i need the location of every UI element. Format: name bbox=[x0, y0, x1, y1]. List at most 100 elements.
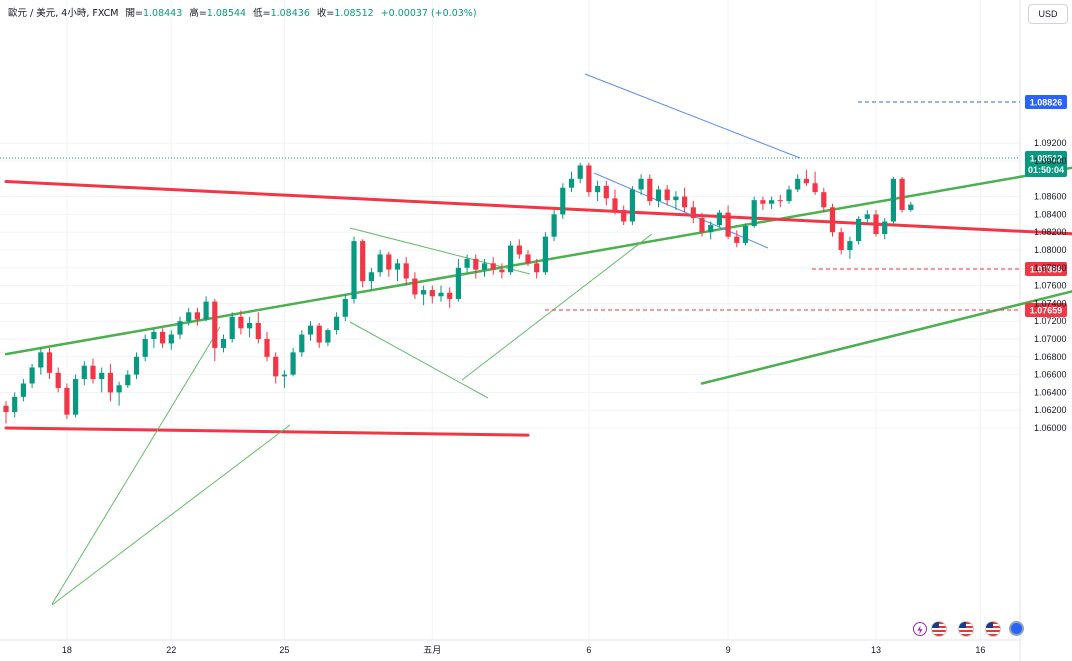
symbol-header: 歐元 / 美元, 4小時, FXCM 開=1.08443 高=1.08544 低… bbox=[8, 5, 477, 19]
candle-body bbox=[621, 209, 627, 222]
candle-body bbox=[568, 178, 575, 188]
x-tick-label: 6 bbox=[586, 645, 591, 655]
candle-body bbox=[742, 225, 749, 243]
price-axis[interactable]: 1.09200 1.09000 1.08600 1.08400 1.08200 1.080… bbox=[1034, 138, 1067, 433]
candle-body bbox=[777, 200, 783, 202]
candle-body bbox=[525, 254, 531, 264]
candle-body bbox=[107, 372, 113, 393]
open-label: 開= bbox=[125, 8, 143, 19]
candle-body bbox=[647, 178, 653, 202]
y-tick-label: 1.07200 bbox=[1034, 316, 1067, 326]
candle-body bbox=[560, 187, 566, 215]
candle-body bbox=[586, 165, 592, 193]
candle-body bbox=[542, 236, 548, 273]
candle-body bbox=[803, 178, 809, 184]
candle-body bbox=[603, 185, 609, 199]
candle-body bbox=[464, 258, 470, 268]
candle-body bbox=[795, 178, 801, 190]
candle-body bbox=[220, 339, 227, 348]
change-value: +0.00037 (+0.03%) bbox=[380, 8, 477, 19]
y-tick-label: 1.06800 bbox=[1034, 352, 1067, 362]
candle-body bbox=[281, 374, 287, 377]
candle-body bbox=[64, 387, 70, 415]
y-tick-label: 1.08600 bbox=[1034, 192, 1067, 202]
close-label: 收= bbox=[316, 8, 335, 19]
candle-body bbox=[873, 214, 879, 234]
price-tag-bg bbox=[1025, 95, 1067, 109]
candle-body bbox=[725, 212, 731, 237]
triangle-upper bbox=[349, 227, 531, 275]
candle-body bbox=[133, 356, 140, 375]
candle-body bbox=[629, 189, 635, 222]
calendar-icon[interactable] bbox=[1009, 621, 1024, 636]
trend-lines[interactable] bbox=[4, 73, 1072, 606]
candle-body bbox=[716, 212, 722, 226]
blue-channel-upper bbox=[584, 73, 801, 159]
y-tick-label: 1.08400 bbox=[1034, 209, 1067, 219]
x-tick-label: 13 bbox=[871, 645, 881, 655]
candle-body bbox=[3, 405, 9, 412]
candle-body bbox=[177, 321, 183, 335]
candle-body bbox=[438, 292, 444, 297]
candle-body bbox=[368, 272, 374, 282]
candle-body bbox=[73, 379, 79, 415]
us-flag-icon[interactable] bbox=[985, 621, 1001, 637]
candle-body bbox=[682, 196, 688, 208]
candle-body bbox=[168, 334, 174, 344]
symbol-title[interactable]: 歐元 / 美元, 4小時, FXCM bbox=[8, 8, 119, 19]
y-tick-label: 1.06400 bbox=[1034, 387, 1067, 397]
candle-body bbox=[307, 325, 314, 335]
us-flag-icon[interactable] bbox=[931, 621, 947, 637]
candle-body bbox=[186, 312, 192, 322]
candle-body bbox=[516, 245, 522, 255]
candle-body bbox=[247, 322, 253, 329]
currency-button[interactable]: USD bbox=[1028, 4, 1068, 24]
y-tick-label: 1.08200 bbox=[1034, 227, 1067, 237]
candle-body bbox=[838, 232, 844, 250]
red-lower-support bbox=[4, 426, 530, 437]
candle-body bbox=[20, 383, 26, 397]
candle-body bbox=[394, 263, 401, 270]
candle-body bbox=[38, 352, 44, 368]
candle-body bbox=[81, 365, 87, 380]
candle-body bbox=[655, 189, 662, 202]
candle-body bbox=[612, 198, 618, 210]
candle-body bbox=[551, 214, 557, 237]
y-tick-label: 1.07800 bbox=[1034, 263, 1067, 273]
candle-body bbox=[769, 200, 775, 204]
candle-body bbox=[786, 189, 792, 202]
y-tick-label: 1.09200 bbox=[1034, 138, 1067, 148]
lightning-icon[interactable] bbox=[913, 622, 927, 636]
price-tag-bg bbox=[1025, 151, 1067, 177]
candle-body bbox=[690, 207, 696, 218]
candle-body bbox=[264, 339, 270, 357]
candle-body bbox=[12, 396, 18, 412]
candle-body bbox=[734, 236, 740, 243]
candle-body bbox=[386, 254, 392, 270]
candle-body bbox=[673, 196, 679, 201]
y-tick-label: 1.07400 bbox=[1034, 298, 1067, 308]
x-tick-label: 22 bbox=[166, 645, 176, 655]
x-tick-label: 18 bbox=[62, 645, 72, 655]
price-tag-label: 1.07886 bbox=[1030, 265, 1063, 275]
close-value: 1.08512 bbox=[334, 8, 374, 19]
candle-body bbox=[403, 263, 409, 279]
time-axis[interactable]: 182225五月69131620232713:00六月6 bbox=[62, 644, 1072, 655]
candle-body bbox=[151, 331, 157, 339]
triangle-lower bbox=[349, 321, 489, 399]
candle-body bbox=[864, 214, 870, 219]
candle-body bbox=[46, 352, 53, 373]
candle-body bbox=[160, 331, 166, 344]
candle-body bbox=[534, 263, 540, 273]
candle-body bbox=[664, 189, 670, 201]
candle-body bbox=[412, 278, 418, 295]
us-flag-icon[interactable] bbox=[958, 621, 974, 637]
candle-body bbox=[760, 200, 766, 204]
candle-body bbox=[90, 365, 96, 380]
green-channel-upper bbox=[4, 166, 1072, 356]
x-tick-label: 9 bbox=[726, 645, 731, 655]
candle-body bbox=[856, 218, 862, 242]
